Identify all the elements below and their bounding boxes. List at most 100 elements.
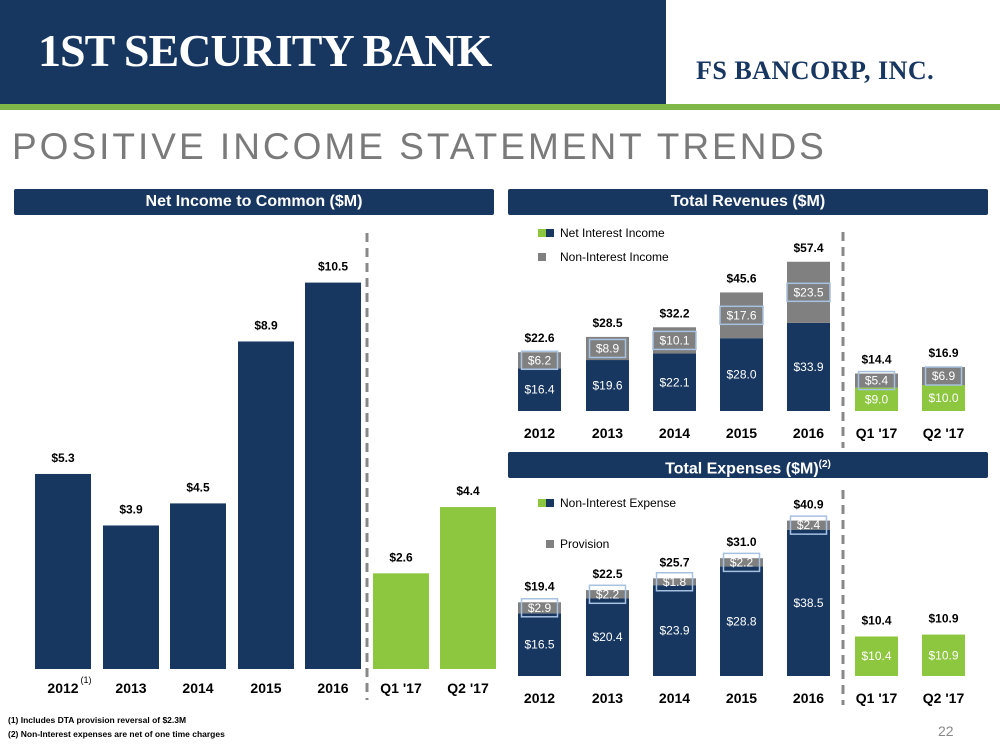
legend-expense-swatch-navy	[546, 499, 554, 507]
revenue-interest-label: $28.0	[726, 368, 756, 382]
net-income-value-label: $8.9	[254, 318, 278, 332]
revenue-interest-bar	[720, 338, 763, 411]
expense-provision-bar	[720, 558, 763, 567]
net-income-value-label: $10.5	[318, 260, 348, 274]
expense-category-label: 2016	[793, 690, 824, 706]
net-income-bar	[440, 507, 496, 669]
net-income-category-label: 2016	[317, 680, 348, 696]
net-income-chart-title: Net Income to Common ($M)	[14, 189, 494, 215]
expense-category-label: Q2 '17	[923, 690, 965, 706]
revenue-category-label: Q1 '17	[856, 425, 898, 441]
net-income-footnote-marker: (1)	[81, 675, 92, 685]
revenue-noninterest-label: $6.9	[932, 369, 956, 383]
revenue-noninterest-label-box	[924, 366, 963, 386]
revenue-noninterest-label-box	[652, 330, 697, 351]
expense-noninterest-bar	[922, 634, 965, 676]
expense-noninterest-label: $16.5	[524, 638, 554, 652]
revenue-interest-bar	[518, 368, 561, 411]
net-income-value-label: $4.5	[186, 480, 210, 494]
expense-category-label: 2012	[524, 690, 555, 706]
net-income-category-label: 2014	[182, 680, 213, 696]
revenue-total-label: $45.6	[726, 271, 756, 285]
net-income-value-label: $3.9	[119, 502, 143, 516]
corp-logo: FS BANCORP, INC.	[696, 56, 935, 85]
net-income-value-label: $4.4	[456, 484, 480, 498]
expense-total-label: $40.9	[793, 498, 823, 512]
legend-noninterest-label: Non-Interest Income	[560, 250, 669, 264]
net-income-category-label: 2013	[115, 680, 146, 696]
expense-noninterest-bar	[518, 613, 561, 676]
expense-total-label: $31.0	[726, 535, 756, 549]
revenue-interest-label: $19.6	[592, 379, 622, 393]
revenue-interest-bar	[922, 385, 965, 411]
legend-interest-swatch-navy	[546, 229, 554, 237]
expense-provision-label: $2.9	[528, 601, 552, 615]
expense-noninterest-bar	[720, 566, 763, 676]
revenue-total-label: $14.4	[861, 353, 891, 367]
expenses-title-text: Total Expenses ($M)	[665, 460, 819, 478]
revenue-interest-label: $10.0	[928, 391, 958, 405]
revenue-interest-bar	[787, 322, 830, 411]
expense-provision-bar	[586, 590, 629, 599]
revenue-total-label: $22.6	[524, 331, 554, 345]
expenses-chart-title: Total Expenses ($M)(2)	[508, 452, 988, 478]
revenue-noninterest-bar	[720, 292, 763, 339]
revenue-category-label: 2013	[592, 425, 623, 441]
net-income-category-label: Q2 '17	[447, 680, 489, 696]
revenue-noninterest-label: $8.9	[596, 341, 620, 355]
logo-panel	[666, 0, 1000, 104]
legend-interest-label: Net Interest Income	[560, 226, 665, 240]
expense-noninterest-bar	[787, 529, 830, 676]
net-income-bar	[35, 473, 91, 669]
net-income-category-label: Q1 '17	[380, 680, 422, 696]
expense-noninterest-label: $20.4	[592, 630, 622, 644]
net-income-value-label: $2.6	[389, 550, 413, 564]
revenue-noninterest-label-box	[719, 305, 764, 326]
revenue-total-label: $32.2	[659, 306, 689, 320]
expense-provision-bar	[653, 578, 696, 586]
revenue-interest-bar	[653, 353, 696, 411]
expense-category-label: 2013	[592, 690, 623, 706]
expense-noninterest-label: $23.9	[659, 624, 689, 638]
legend-expense-swatch-green	[538, 499, 546, 507]
revenue-noninterest-bar	[586, 336, 629, 361]
revenue-interest-label: $22.1	[659, 375, 689, 389]
page-title: POSITIVE INCOME STATEMENT TRENDS	[12, 126, 827, 167]
expense-provision-label-box	[655, 572, 694, 592]
expense-total-label: $25.7	[659, 555, 689, 569]
expense-provision-label: $2.2	[596, 587, 620, 601]
revenues-chart-title: Total Revenues ($M)	[508, 189, 988, 215]
revenue-noninterest-bar	[787, 261, 830, 323]
expense-provision-label-box	[789, 515, 828, 535]
expense-noninterest-bar	[855, 636, 898, 676]
legend-interest-swatch-green	[538, 229, 546, 237]
expense-noninterest-label: $38.5	[793, 596, 823, 610]
footnote-1: (1) Includes DTA provision reversal of $…	[8, 715, 187, 725]
revenue-interest-label: $33.9	[793, 360, 823, 374]
revenue-interest-bar	[586, 360, 629, 411]
expense-total-label: $10.9	[928, 612, 958, 626]
legend-provision-swatch	[546, 540, 554, 548]
net-income-bar	[170, 503, 226, 669]
revenue-category-label: 2015	[726, 425, 757, 441]
expense-category-label: 2014	[659, 690, 690, 706]
expense-provision-label-box	[588, 584, 627, 605]
revenue-total-label: $57.4	[793, 241, 823, 255]
revenue-noninterest-label: $23.5	[793, 285, 823, 299]
expense-provision-label: $2.2	[730, 555, 754, 569]
revenue-noninterest-label: $10.1	[659, 333, 689, 347]
net-income-bar	[305, 282, 361, 669]
revenue-noninterest-bar	[855, 373, 898, 388]
revenue-noninterest-label-box	[588, 338, 627, 359]
page-number: 22	[938, 723, 954, 739]
expense-noninterest-label: $28.8	[726, 614, 756, 628]
expense-provision-label: $2.4	[797, 518, 821, 532]
revenue-interest-label: $9.0	[865, 392, 889, 406]
header-accent-line	[0, 104, 1000, 110]
revenue-category-label: 2012	[524, 425, 555, 441]
revenue-category-label: 2014	[659, 425, 690, 441]
revenue-noninterest-label-box	[857, 370, 896, 391]
revenue-total-label: $16.9	[928, 346, 958, 360]
expense-noninterest-label: $10.9	[928, 648, 958, 662]
